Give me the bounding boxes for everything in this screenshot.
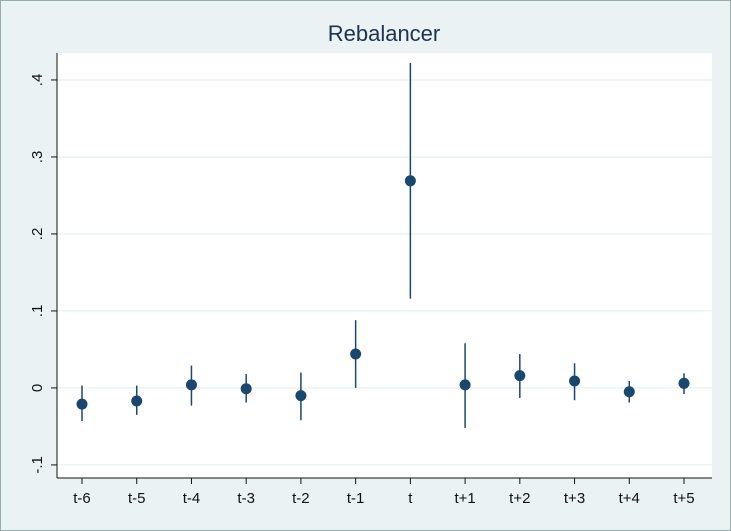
- y-tick-label: .1: [29, 305, 46, 318]
- x-tick-label: t+1: [454, 490, 475, 507]
- y-tick-label: .4: [29, 74, 46, 87]
- chart-title: Rebalancer: [328, 21, 441, 46]
- point: [240, 383, 252, 395]
- point: [76, 398, 88, 410]
- point: [185, 379, 197, 391]
- x-tick-label: t-1: [347, 490, 365, 507]
- x-tick-label: t-6: [73, 490, 91, 507]
- plot-area: [57, 53, 712, 478]
- point: [569, 375, 581, 387]
- x-tick-label: t+4: [619, 490, 640, 507]
- y-tick-label: 0: [29, 384, 46, 392]
- point: [514, 370, 526, 382]
- x-tick-label: t+5: [673, 490, 694, 507]
- point: [459, 379, 471, 391]
- x-tick-label: t-2: [292, 490, 310, 507]
- y-tick-label: -.1: [29, 456, 46, 474]
- point: [404, 175, 416, 187]
- y-tick-label: .2: [29, 228, 46, 241]
- x-tick-label: t-4: [183, 490, 201, 507]
- point: [295, 390, 307, 402]
- point: [350, 348, 362, 360]
- y-tick-label: .3: [29, 151, 46, 164]
- point: [623, 386, 635, 398]
- point: [678, 377, 690, 389]
- x-tick-label: t: [408, 490, 413, 507]
- x-tick-label: t-5: [128, 490, 146, 507]
- x-tick-label: t+2: [509, 490, 530, 507]
- x-tick-label: t+3: [564, 490, 585, 507]
- point: [131, 395, 143, 407]
- x-tick-label: t-3: [237, 490, 255, 507]
